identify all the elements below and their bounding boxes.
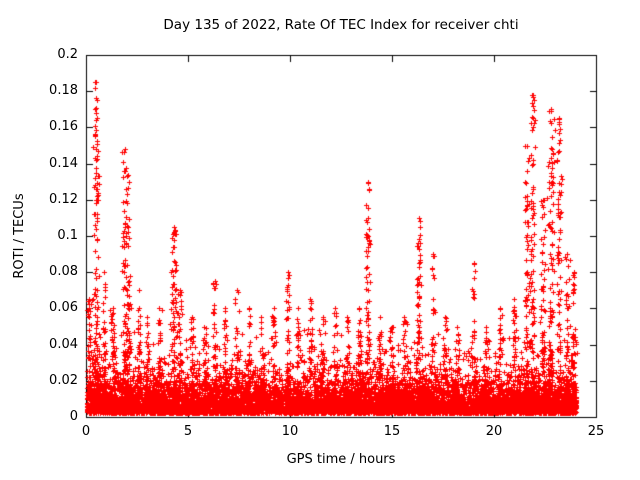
x-tick-label: 20 [485,424,503,439]
y-tick-label: 0.1 [57,228,78,243]
y-tick-label: 0.18 [49,83,78,99]
y-tick-label: 0.06 [49,300,78,316]
y-tick-label: 0.16 [49,119,78,135]
y-axis-label: ROTI / TECUs [12,193,27,279]
y-tick-label: 0 [69,409,78,424]
x-tick-label: 15 [383,424,401,439]
y-tick-label: 0.08 [49,264,78,280]
y-tick-label: 0.04 [49,336,78,352]
x-tick-label: 5 [183,424,193,439]
y-tick-label: 0.14 [49,155,78,171]
x-axis-label: GPS time / hours [286,452,396,467]
x-tick-label: 0 [81,424,91,439]
x-tick-label: 25 [587,424,605,439]
y-tick-label: 0.2 [57,47,78,62]
x-tick-label: 10 [281,424,299,439]
y-tick-label: 0.12 [49,191,78,207]
y-tick-label: 0.02 [49,372,78,388]
chart-title: Day 135 of 2022, Rate Of TEC Index for r… [163,17,519,33]
